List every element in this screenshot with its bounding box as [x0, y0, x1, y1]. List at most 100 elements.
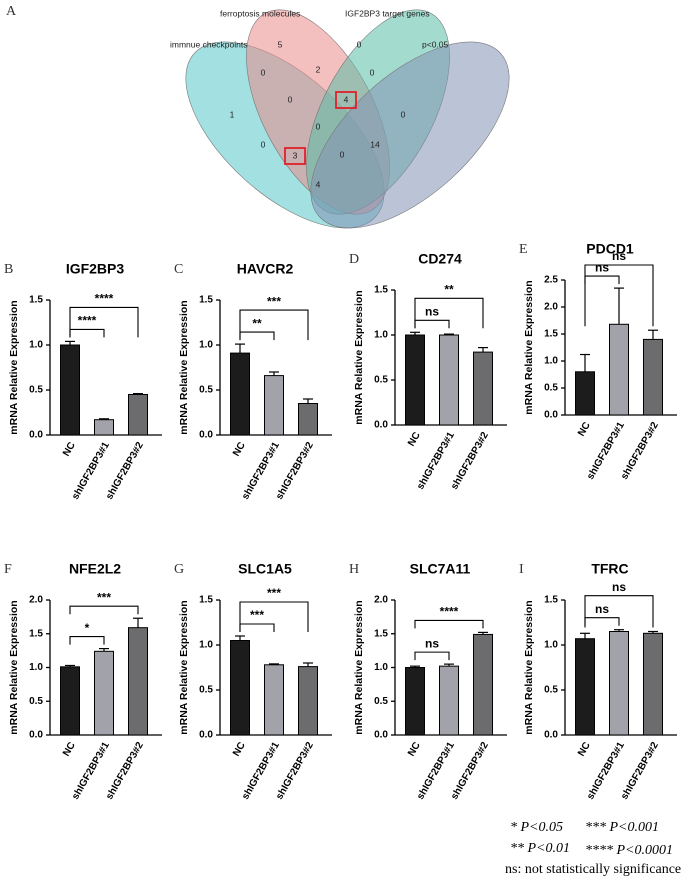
bar [298, 403, 318, 436]
panel-label: I [519, 562, 524, 577]
y-axis-label: mRNA Relative Expression [523, 280, 535, 414]
y-axis-label: mRNA Relative Expression [8, 600, 20, 734]
chart-title: PDCD1 [586, 241, 634, 257]
y-tick-label: 1.5 [29, 628, 43, 639]
x-tick-label: shIGF2BP3#2 [449, 740, 491, 802]
y-tick-label: 0.5 [199, 685, 213, 696]
venn-set [310, 41, 510, 229]
significance-label: **** [440, 605, 459, 619]
venn-count: 0 [316, 121, 321, 131]
bar [609, 323, 629, 416]
venn-count: 5 [278, 39, 283, 49]
significance-bracket [239, 309, 309, 341]
venn-count: 4 [344, 94, 349, 104]
significance-label: ns [612, 580, 626, 594]
x-tick-label: shIGF2BP3#2 [619, 740, 661, 802]
panel-label: E [519, 242, 528, 257]
significance-bracket [69, 306, 139, 338]
bar [473, 351, 493, 426]
significance-bracket [69, 605, 139, 615]
significance-bracket [239, 601, 309, 632]
chart-title: SLC7A11 [410, 561, 471, 577]
significance-label: *** [97, 590, 111, 604]
venn-set-label: ferroptosis molecules [220, 8, 300, 18]
x-tick-label: shIGF2BP3#2 [449, 430, 491, 492]
y-tick-label: 2.5 [544, 275, 558, 286]
y-tick-label: 0.5 [199, 385, 213, 396]
significance-bracket [584, 275, 620, 285]
x-tick-label: NC [576, 420, 593, 438]
chart-title: HAVCR2 [237, 261, 294, 277]
y-tick-label: 0.0 [374, 730, 388, 741]
chart-title: CD274 [418, 251, 462, 267]
x-tick-label: NC [576, 740, 593, 758]
venn-count: 0 [357, 39, 362, 49]
note: *** P<0.001 [585, 820, 659, 835]
y-tick-label: 0.5 [29, 385, 43, 396]
venn-count: 0 [261, 67, 266, 77]
chart-title: TFRC [591, 561, 628, 577]
x-tick-label: shIGF2BP3#2 [104, 440, 146, 502]
venn-count: 0 [261, 139, 266, 149]
y-tick-label: 1.5 [29, 295, 43, 306]
panel-label: F [4, 562, 12, 577]
significance-bracket [69, 636, 105, 645]
x-tick-label: shIGF2BP3#2 [274, 440, 316, 502]
significance-label: ns [595, 260, 609, 274]
bar [643, 632, 663, 736]
y-axis-label: mRNA Relative Expression [353, 600, 365, 734]
y-tick-label: 2.0 [544, 302, 558, 313]
x-tick-label: NC [406, 740, 423, 758]
panel-label: B [4, 262, 13, 277]
y-axis-label: mRNA Relative Expression [523, 600, 535, 734]
significance-label: *** [267, 586, 281, 600]
chart-title: NFE2L2 [69, 561, 121, 577]
venn-count: 0 [401, 109, 406, 119]
significance-label: ** [252, 316, 262, 330]
venn-count: 2 [316, 64, 321, 74]
y-tick-label: 1.0 [199, 340, 213, 351]
bar [264, 375, 284, 436]
bar [60, 666, 80, 736]
bar [94, 650, 114, 736]
significance-label: **** [95, 292, 114, 306]
bar [609, 631, 629, 736]
note: ns: not statistically significance [505, 862, 681, 877]
x-tick-label: shIGF2BP3#2 [274, 740, 316, 802]
venn-set-label: IGF2BP3 target genes [345, 8, 430, 18]
y-tick-label: 0.5 [374, 696, 388, 707]
significance-label: ns [595, 602, 609, 616]
y-tick-label: 1.5 [199, 595, 213, 606]
bar [473, 633, 493, 736]
venn-count: 0 [370, 67, 375, 77]
significance-bracket [414, 651, 450, 661]
bar [94, 419, 114, 436]
venn-highlight [284, 147, 306, 165]
bar [575, 371, 595, 416]
significance-bracket [69, 328, 105, 338]
venn-count: 0 [288, 94, 293, 104]
y-tick-label: 0.0 [199, 730, 213, 741]
significance-bracket [414, 619, 484, 629]
y-tick-label: 1.5 [374, 285, 388, 296]
y-tick-label: 1.0 [544, 356, 558, 367]
bar [264, 664, 284, 736]
x-tick-label: NC [231, 740, 248, 758]
venn-highlight [335, 91, 357, 109]
y-tick-label: 0.5 [544, 685, 558, 696]
chart-title: IGF2BP3 [66, 261, 125, 277]
y-tick-label: 1.5 [544, 329, 558, 340]
bar [128, 394, 148, 436]
bar [298, 666, 318, 736]
significance-bracket [414, 319, 450, 329]
y-axis-label: mRNA Relative Expression [8, 300, 20, 434]
y-tick-label: 1.0 [374, 662, 388, 673]
significance-label: ns [425, 304, 439, 318]
venn-count: 4 [316, 179, 321, 189]
note: * P<0.05 [510, 820, 563, 835]
bar [439, 334, 459, 426]
bar [405, 667, 425, 736]
y-tick-label: 0.0 [29, 730, 43, 741]
panel-label: D [349, 252, 359, 267]
panel-label: H [349, 562, 359, 577]
